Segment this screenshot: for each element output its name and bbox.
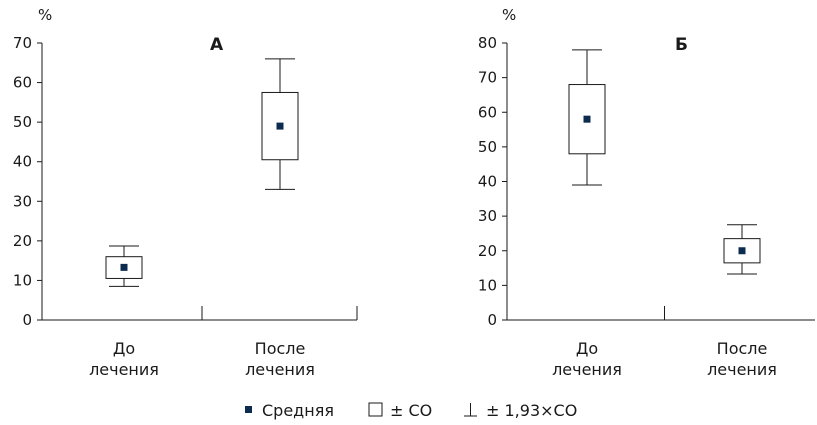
panel-letter: А bbox=[210, 35, 224, 55]
category-label: До лечения bbox=[552, 339, 622, 379]
y-unit-label: % bbox=[502, 6, 516, 24]
category-label: До лечения bbox=[89, 339, 159, 379]
legend: Средняя ± СО ± 1,93×СО bbox=[245, 401, 577, 420]
y-tick-label: 50 bbox=[13, 113, 32, 131]
y-tick-label: 60 bbox=[478, 103, 497, 121]
y-tick-label: 70 bbox=[13, 34, 32, 52]
y-tick-label: 20 bbox=[13, 232, 32, 250]
category-label: После лечения bbox=[707, 339, 777, 379]
y-tick-label: 20 bbox=[478, 242, 497, 260]
mean-marker bbox=[583, 115, 591, 123]
legend-mean-label: Средняя bbox=[262, 401, 334, 420]
y-tick-label: 30 bbox=[478, 207, 497, 225]
y-tick-label: 60 bbox=[13, 74, 32, 92]
legend-mean-marker-icon bbox=[245, 406, 252, 413]
y-tick-label: 40 bbox=[13, 153, 32, 171]
sd-box bbox=[723, 238, 761, 264]
y-tick-label: 40 bbox=[478, 173, 497, 191]
mean-marker bbox=[120, 263, 128, 271]
y-tick-label: 30 bbox=[13, 192, 32, 210]
category-label: После лечения bbox=[245, 339, 315, 379]
y-tick-label: 10 bbox=[478, 276, 497, 294]
panel-letter: Б bbox=[675, 35, 688, 55]
legend-whisker-label: ± 1,93×СО bbox=[486, 401, 577, 420]
box-1 bbox=[105, 245, 143, 287]
panel-b: 0 10 20 30 40 50 60 70 80% Б До лечения После лечения bbox=[478, 6, 815, 379]
y-tick-label: 70 bbox=[478, 69, 497, 87]
panel-a: 0 10 20 30 40 50 60 70% А До лечения После лечения bbox=[13, 6, 358, 379]
mean-marker bbox=[738, 247, 746, 255]
y-tick-label: 80 bbox=[478, 34, 497, 52]
box-1 bbox=[568, 49, 606, 186]
legend-box-label: ± СО bbox=[390, 401, 432, 420]
y-tick-label: 10 bbox=[13, 271, 32, 289]
box-2 bbox=[261, 58, 299, 190]
legend-whisker-icon bbox=[464, 403, 477, 417]
y-tick-label: 50 bbox=[478, 138, 497, 156]
mean-marker bbox=[276, 122, 284, 130]
legend-box-icon bbox=[368, 402, 383, 417]
y-tick-label: 0 bbox=[487, 311, 497, 329]
y-unit-label: % bbox=[38, 6, 52, 24]
y-tick-label: 0 bbox=[22, 311, 32, 329]
box-2 bbox=[723, 224, 761, 275]
